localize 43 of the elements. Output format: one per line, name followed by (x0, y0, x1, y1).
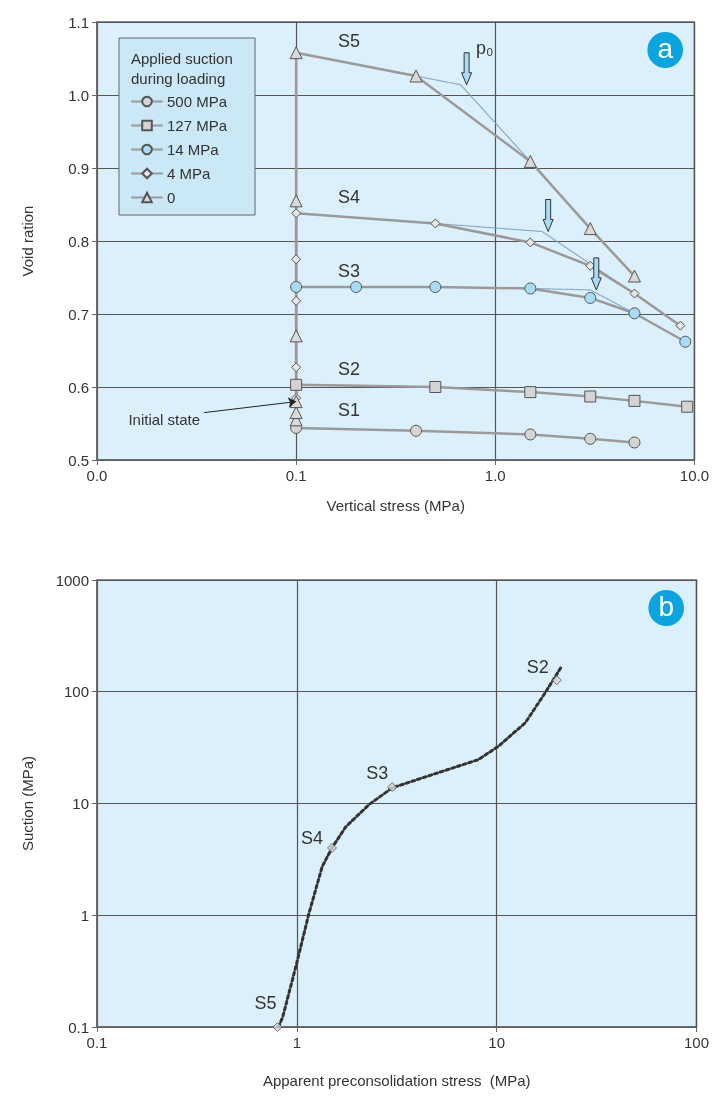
y-tick-label: 100 (63, 683, 89, 701)
y-tick-label: 0.8 (68, 232, 89, 250)
annotation: S2 (338, 358, 361, 379)
annotation: S3 (338, 260, 361, 281)
annotation: Initial state (128, 411, 201, 429)
annotation: S3 (366, 763, 389, 784)
annotation: p₀ (475, 37, 494, 58)
x-tick-label: 100 (683, 1034, 709, 1051)
x-tick-label: 0.0 (86, 467, 108, 484)
x-tick-label: 0.1 (86, 1034, 108, 1051)
x-tick-label: 10.0 (679, 467, 709, 484)
y-tick-label: 0.1 (68, 1018, 89, 1036)
legend-title: Applied suction during loading (131, 49, 237, 87)
annotation: S4 (338, 187, 361, 208)
legend-label: 14 MPa (167, 141, 220, 158)
annotation: S5 (254, 993, 277, 1013)
annotation: S1 (338, 399, 361, 420)
x-axis-title: Vertical stress (MPa) (326, 497, 465, 514)
y-axis-title: Void ration (19, 205, 36, 277)
legend-label: 4 MPa (167, 165, 212, 182)
y-tick-label: 1 (80, 906, 89, 924)
annotation: S4 (301, 827, 324, 848)
y-tick-label: 0.5 (68, 451, 89, 469)
x-axis-title: Apparent preconsolidation stress (MPa) (262, 1072, 531, 1089)
y-axis-title: Suction (MPa) (19, 755, 36, 852)
y-tick-label: 1.1 (68, 13, 89, 31)
y-tick-label: 0.7 (68, 305, 89, 323)
y-tick-label: 0.6 (68, 378, 89, 396)
legend-label: 0 (167, 189, 176, 206)
x-tick-label: 1.0 (484, 467, 506, 484)
y-tick-label: 1000 (55, 571, 89, 589)
x-tick-label: 0.1 (285, 467, 307, 484)
chart-title: a (657, 32, 674, 64)
y-tick-label: 1.0 (68, 86, 89, 104)
x-tick-label: 10 (488, 1034, 505, 1051)
legend-label: 127 MPa (167, 117, 228, 134)
legend-label: 500 MPa (167, 93, 228, 110)
x-tick-label: 1 (292, 1034, 301, 1051)
annotation: S5 (338, 30, 361, 51)
chart-title: b (658, 590, 675, 622)
annotation: S2 (526, 657, 549, 678)
y-tick-label: 10 (72, 795, 89, 812)
y-tick-label: 0.9 (68, 159, 89, 177)
